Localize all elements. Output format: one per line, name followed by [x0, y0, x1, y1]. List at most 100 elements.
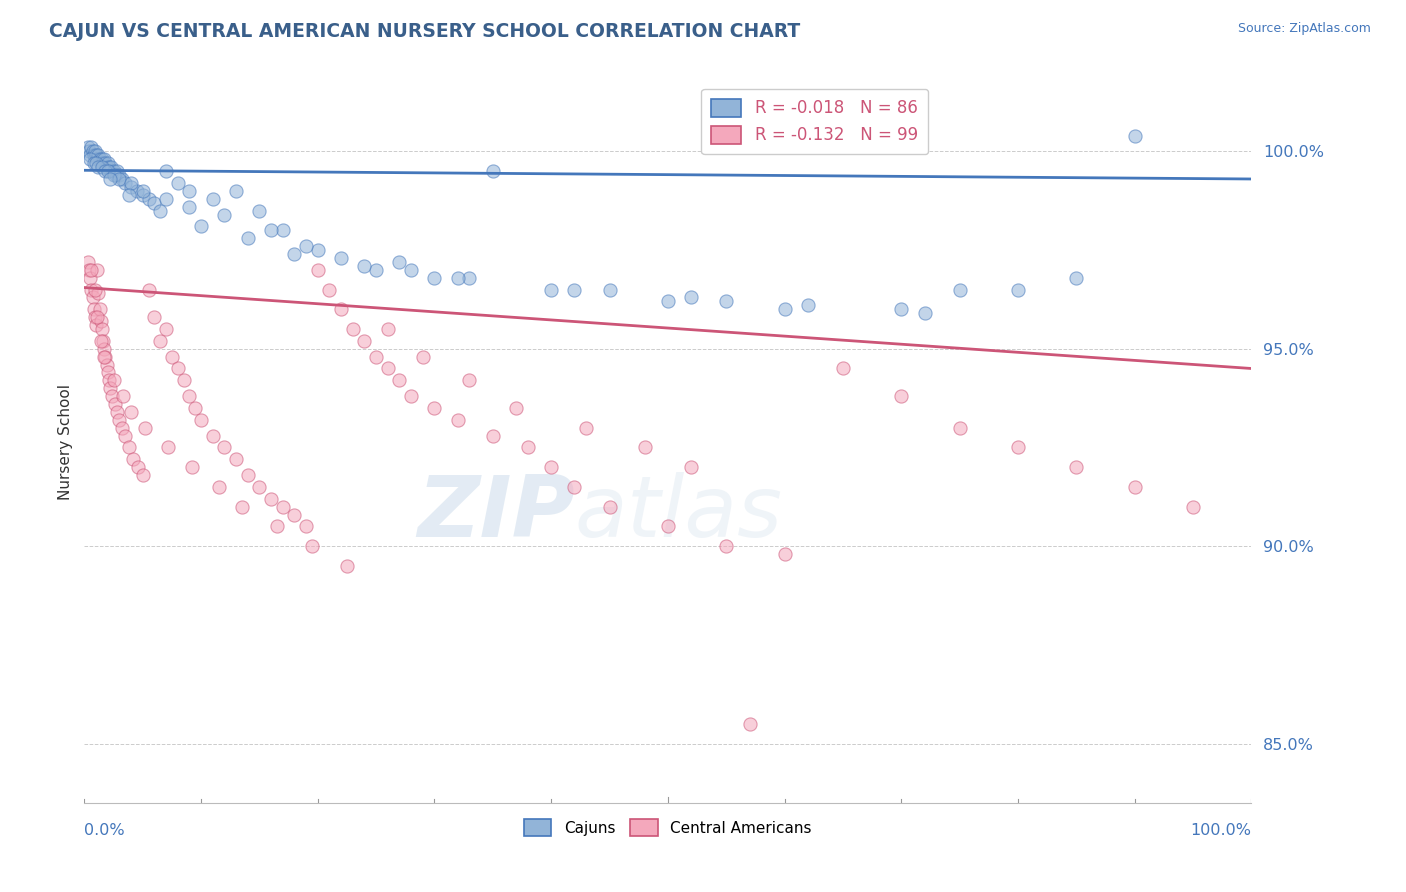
Point: [111, 421, 134, 435]
Point: [179, 200, 201, 214]
Point: [87, 286, 110, 301]
Point: [716, 294, 738, 309]
Point: [399, 389, 422, 403]
Point: [260, 491, 283, 506]
Point: [330, 302, 353, 317]
Point: [271, 500, 294, 514]
Point: [236, 231, 259, 245]
Point: [773, 302, 796, 317]
Text: Source: ZipAtlas.com: Source: ZipAtlas.com: [1237, 22, 1371, 36]
Point: [423, 270, 446, 285]
Point: [132, 468, 155, 483]
Point: [105, 164, 128, 178]
Point: [132, 187, 155, 202]
Point: [1007, 283, 1029, 297]
Point: [83, 283, 105, 297]
Point: [179, 389, 201, 403]
Point: [890, 389, 912, 403]
Point: [79, 153, 101, 167]
Point: [773, 547, 796, 561]
Point: [98, 381, 121, 395]
Point: [797, 298, 820, 312]
Point: [307, 243, 329, 257]
Point: [423, 401, 446, 415]
Point: [832, 132, 855, 146]
Point: [1123, 128, 1146, 143]
Point: [138, 283, 160, 297]
Point: [1066, 270, 1088, 285]
Legend: Cajuns, Central Americans: Cajuns, Central Americans: [517, 814, 818, 842]
Point: [681, 460, 703, 475]
Point: [89, 302, 111, 317]
Point: [388, 373, 411, 387]
Point: [236, 468, 259, 483]
Point: [271, 223, 294, 237]
Point: [505, 401, 527, 415]
Point: [83, 310, 105, 325]
Point: [83, 302, 105, 317]
Point: [91, 156, 114, 170]
Point: [86, 153, 108, 167]
Point: [260, 223, 283, 237]
Point: [681, 290, 703, 304]
Point: [155, 322, 177, 336]
Point: [97, 164, 120, 178]
Point: [149, 334, 172, 348]
Point: [84, 148, 107, 162]
Point: [482, 428, 505, 442]
Point: [173, 373, 195, 387]
Text: 100.0%: 100.0%: [1191, 822, 1251, 838]
Point: [447, 270, 470, 285]
Point: [98, 172, 121, 186]
Point: [98, 164, 121, 178]
Point: [83, 156, 105, 170]
Text: 0.0%: 0.0%: [84, 822, 125, 838]
Point: [120, 180, 142, 194]
Point: [80, 283, 103, 297]
Point: [716, 539, 738, 553]
Point: [93, 342, 115, 356]
Point: [283, 247, 305, 261]
Point: [108, 172, 131, 186]
Point: [93, 350, 115, 364]
Point: [231, 500, 253, 514]
Point: [214, 441, 236, 455]
Point: [120, 176, 142, 190]
Point: [190, 413, 212, 427]
Point: [93, 153, 115, 167]
Point: [143, 310, 166, 325]
Point: [118, 441, 141, 455]
Point: [86, 310, 108, 325]
Point: [207, 480, 229, 494]
Point: [225, 452, 247, 467]
Point: [79, 148, 101, 162]
Point: [160, 350, 183, 364]
Point: [111, 389, 134, 403]
Point: [96, 358, 118, 372]
Point: [832, 361, 855, 376]
Point: [201, 428, 224, 442]
Point: [143, 195, 166, 210]
Point: [166, 176, 188, 190]
Point: [301, 539, 323, 553]
Point: [949, 421, 972, 435]
Point: [90, 334, 112, 348]
Point: [77, 145, 100, 159]
Point: [283, 508, 305, 522]
Point: [114, 176, 136, 190]
Point: [118, 187, 141, 202]
Point: [482, 164, 505, 178]
Point: [353, 259, 375, 273]
Point: [84, 318, 107, 332]
Point: [1182, 500, 1205, 514]
Point: [336, 558, 359, 573]
Text: ZIP: ZIP: [416, 472, 575, 556]
Point: [540, 283, 562, 297]
Point: [108, 413, 131, 427]
Point: [94, 164, 117, 178]
Point: [166, 361, 188, 376]
Point: [307, 262, 329, 277]
Point: [249, 480, 271, 494]
Point: [104, 397, 127, 411]
Point: [97, 160, 120, 174]
